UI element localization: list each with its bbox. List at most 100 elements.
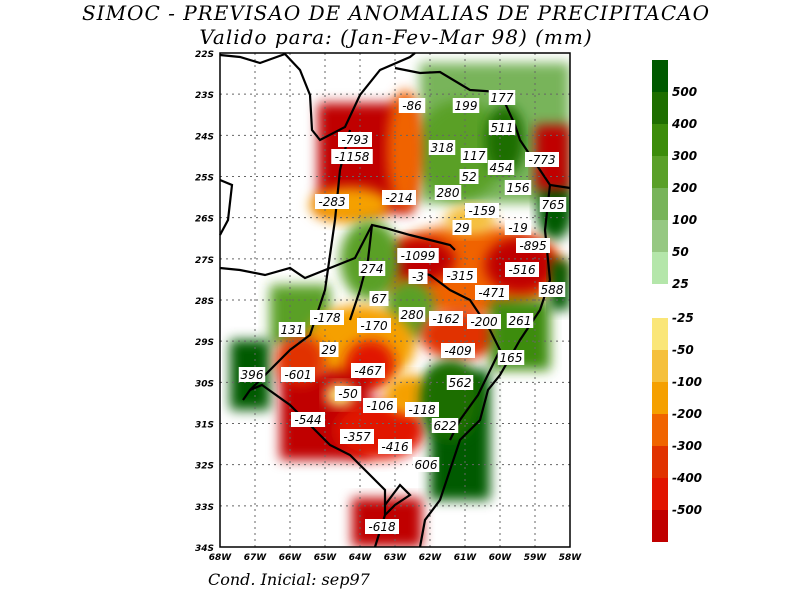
contour-label: 156 — [507, 181, 530, 195]
contour-label: 318 — [431, 141, 454, 155]
contour-label: -618 — [368, 520, 396, 534]
contour-label: 454 — [490, 161, 513, 175]
legend-swatch — [652, 252, 668, 284]
y-tick-label: 28S — [195, 297, 214, 307]
contour-label-bg — [315, 194, 349, 209]
contour-label: -159 — [468, 204, 495, 218]
x-tick-label: 59W — [524, 553, 548, 563]
x-tick-label: 65W — [314, 553, 338, 563]
contour-label: -214 — [385, 191, 412, 205]
contour-label: 67 — [371, 292, 387, 306]
contour-label-bg — [405, 402, 439, 417]
border-line — [219, 223, 456, 280]
contour-label: -19 — [508, 221, 528, 235]
contour-label: -895 — [519, 239, 546, 253]
y-tick-label: 24S — [195, 132, 214, 142]
contour-label: 765 — [542, 198, 565, 212]
contour-label: -471 — [478, 286, 505, 300]
contour-label-bg — [460, 148, 488, 163]
border-line — [219, 52, 416, 142]
y-tick-label: 30S — [195, 379, 214, 389]
contour-label-bg — [504, 220, 532, 235]
contour-label: -86 — [402, 99, 422, 113]
legend-label: 25 — [672, 277, 689, 291]
contour-label-bg — [443, 268, 477, 283]
map-title: SIMOC - PREVISAO DE ANOMALIAS DE PRECIPI… — [81, 1, 711, 25]
contour-label-bg — [412, 457, 440, 472]
contour-label: -601 — [284, 368, 311, 382]
contour-label-bg — [357, 318, 391, 333]
legend-label: -100 — [672, 375, 702, 389]
legend-label: 400 — [671, 117, 697, 131]
contour-label: 29 — [454, 221, 469, 235]
contour-label-bg — [539, 197, 567, 212]
legend-swatch — [652, 414, 668, 446]
contour-label: -773 — [528, 153, 555, 167]
political-borders — [219, 52, 571, 548]
contour-label-bg — [363, 398, 397, 413]
contour-label-bg — [340, 429, 374, 444]
contour-label-bg — [488, 120, 516, 135]
contour-label-bg — [434, 185, 462, 200]
contour-label: 588 — [541, 283, 564, 297]
legend-swatch — [652, 318, 668, 350]
contour-label-bg — [525, 152, 559, 167]
anomaly-region — [387, 90, 423, 210]
contour-label-bg — [238, 367, 266, 382]
border-line — [219, 178, 234, 236]
contour-label-bg — [452, 220, 472, 235]
x-tick-label: 66W — [279, 553, 303, 563]
contour-label: 396 — [241, 368, 264, 382]
contour-label: -3 — [412, 270, 424, 284]
contour-label-bg — [446, 375, 474, 390]
contour-label: 606 — [415, 458, 438, 472]
contour-label-bg — [504, 180, 532, 195]
color-legend: 500 400 300 200 100 50 25 -25 -50 -100 -200 -300 -40… — [652, 60, 702, 542]
contour-label: 131 — [281, 323, 304, 337]
legend-label: -400 — [672, 471, 702, 485]
contour-label-bg — [431, 418, 459, 433]
legend-swatch — [652, 188, 668, 220]
contour-label: -178 — [313, 311, 341, 325]
contour-label: -1158 — [335, 150, 370, 164]
legend-swatch — [652, 382, 668, 414]
border-line — [409, 268, 502, 441]
contour-label: -118 — [408, 403, 436, 417]
contour-label-bg — [429, 311, 463, 326]
contour-label-bg — [497, 350, 525, 365]
x-tick-label: 61W — [454, 553, 478, 563]
border-line — [242, 129, 352, 401]
contour-label: 165 — [500, 351, 523, 365]
x-tick-label: 62W — [419, 553, 443, 563]
y-tick-label: 25S — [195, 174, 214, 184]
contour-label-bg — [408, 269, 428, 284]
contour-label: 274 — [361, 262, 384, 276]
contour-label-bg — [428, 140, 456, 155]
contour-label-bg — [467, 314, 501, 329]
legend-label: 50 — [672, 245, 689, 259]
contour-label-bg — [398, 98, 426, 113]
contour-label: -544 — [294, 413, 321, 427]
initial-condition-note: Cond. Inicial: sep97 — [208, 570, 370, 589]
contour-label: -516 — [508, 263, 536, 277]
contour-label: -793 — [341, 133, 368, 147]
contour-label: 29 — [321, 343, 336, 357]
border-line — [249, 383, 387, 548]
legend-swatch — [652, 446, 668, 478]
contour-label: 261 — [509, 314, 532, 328]
contour-label: 52 — [461, 170, 476, 184]
legend-swatch — [652, 60, 668, 92]
contour-label: -1099 — [401, 249, 436, 263]
legend-label: -500 — [672, 503, 702, 517]
border-line — [384, 483, 412, 516]
contour-label: 280 — [401, 308, 424, 322]
contour-label: 177 — [491, 91, 514, 105]
legend-swatch — [652, 156, 668, 188]
contour-label-bg — [378, 439, 412, 454]
anomaly-region — [340, 220, 400, 300]
contour-label: -467 — [354, 364, 382, 378]
contour-label: -315 — [446, 269, 473, 283]
